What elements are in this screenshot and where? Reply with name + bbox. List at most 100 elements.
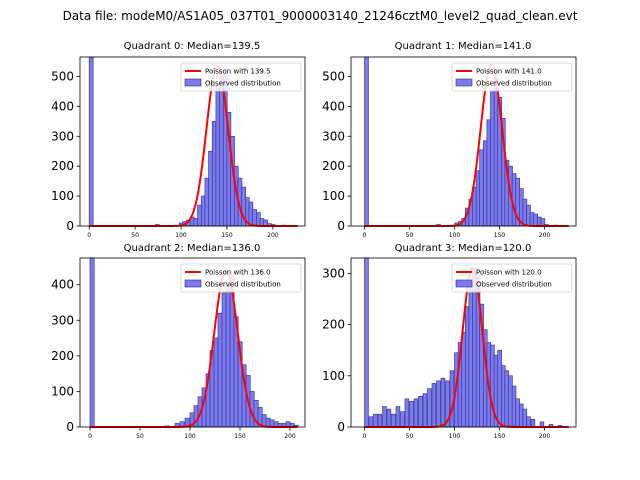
quadrant-2-xtick-label-100: 100 <box>184 433 196 440</box>
quadrant-3-ytick-label-0: 0 <box>337 420 345 434</box>
quadrant-0-bar-6 <box>193 218 199 227</box>
quadrant-0-xtick-label-0: 0 <box>87 232 91 239</box>
quadrant-2-title: Quadrant 2: Median=136.0 <box>124 243 261 254</box>
quadrant-3-axes-frame <box>350 257 577 428</box>
quadrant-0-xtick-label-150: 150 <box>221 232 233 239</box>
quadrant-0-legend-poisson-label: Poisson with 139.5 <box>205 68 271 76</box>
quadrant-3-xtick-label-0: 0 <box>363 433 367 440</box>
quadrant-3-bar-32 <box>497 349 502 428</box>
quadrant-2-legend-poisson-label: Poisson with 136.0 <box>205 269 271 277</box>
quadrant-3-bar-24 <box>468 285 474 428</box>
quadrant-3-title: Quadrant 3: Median=120.0 <box>395 243 532 254</box>
quadrant-3-legend-box <box>451 263 573 293</box>
quadrant-3-bar-16 <box>436 380 441 428</box>
quadrant-0-panel: 0 100 200 300 400 500 0 50 100 150 200 Poisson with… <box>51 41 306 239</box>
quadrant-3-bar-5 <box>386 408 392 428</box>
quadrant-0-axes-frame <box>79 56 306 227</box>
quadrant-0-xtick-label-200: 200 <box>267 232 279 239</box>
quadrant-0-bar-11 <box>211 121 217 227</box>
quadrant-1-legend-box <box>451 62 573 92</box>
quadrant-1-ytick-label-100: 100 <box>322 189 345 203</box>
quadrant-3-bar-34 <box>504 370 510 428</box>
quadrant-3-bar-8 <box>400 411 405 428</box>
quadrant-1-ytick-label-400: 400 <box>322 99 345 113</box>
quadrant-1-legend-observed-label: Observed distribution <box>476 80 552 88</box>
quadrant-3-bar-2 <box>373 413 378 428</box>
quadrant-3-legend-bar-swatch <box>455 279 473 288</box>
quadrant-0-ytick-label-500: 500 <box>51 69 74 83</box>
quadrant-3-ytick-label-200: 200 <box>322 318 345 332</box>
quadrant-2-bar-12 <box>217 312 223 428</box>
quadrant-3-ytick-label-300: 300 <box>322 266 345 280</box>
quadrant-2-bar-0 <box>89 257 95 428</box>
quadrant-2-bar-13 <box>221 291 227 428</box>
quadrant-1-xtick-label-0: 0 <box>363 232 367 239</box>
quadrant-3-bar-10 <box>409 401 414 428</box>
quadrant-2-legend-observed-label: Observed distribution <box>205 281 281 289</box>
quadrant-2-ytick-label-200: 200 <box>51 349 74 363</box>
quadrant-2-poisson-curve <box>90 269 297 428</box>
quadrant-3-bar-3 <box>377 413 383 428</box>
quadrant-3-xtick-label-150: 150 <box>494 433 506 440</box>
quadrant-3-panel: 0 100 200 300 0 50 100 150 200 Poisson with 120.0… <box>322 243 577 440</box>
quadrant-3-bar-37 <box>515 398 520 428</box>
quadrant-2-ytick-label-100: 100 <box>51 384 74 398</box>
quadrant-3-bar-38 <box>518 403 524 428</box>
quadrant-3-bar-15 <box>431 383 437 428</box>
quadrant-3-bar-0 <box>364 257 369 428</box>
quadrant-0-legend-box <box>180 62 302 92</box>
quadrant-2-xtick-label-50: 50 <box>136 433 144 440</box>
quadrant-0-title: Quadrant 0: Median=139.5 <box>124 41 261 52</box>
quadrant-3-bar-12 <box>418 395 423 428</box>
quadrant-0-bar-21 <box>248 201 254 227</box>
quadrant-3-bar-14 <box>427 388 432 428</box>
quadrant-3-bar-1 <box>368 416 374 428</box>
quadrant-0-ytick-label-0: 0 <box>66 219 74 233</box>
quadrant-0-legend-bar-swatch <box>184 78 202 87</box>
quadrant-2-ytick-label-300: 300 <box>51 313 74 327</box>
quadrant-3-bar-7 <box>395 406 401 428</box>
quadrant-2-panel: 0 100 200 300 400 0 50 100 150 200 Poisson with 13… <box>51 243 306 440</box>
quadrant-0-bar-7 <box>197 204 202 227</box>
quadrant-2-xtick-label-150: 150 <box>234 433 246 440</box>
quadrant-3-bar-17 <box>440 378 446 428</box>
quadrant-0-xtick-label-50: 50 <box>131 232 139 239</box>
quadrant-3-xtick-label-100: 100 <box>449 433 461 440</box>
quadrant-1-bar-0 <box>364 56 369 227</box>
quadrant-3-bar-23 <box>464 306 470 428</box>
quadrant-1-xtick-label-150: 150 <box>494 232 506 239</box>
quadrant-0-bar-8 <box>200 195 206 227</box>
quadrant-2-ytick-label-400: 400 <box>51 278 74 292</box>
quadrant-0-legend-observed-label: Observed distribution <box>205 80 281 88</box>
quadrant-0-bar-9 <box>204 177 210 227</box>
quadrant-0-bar-0 <box>88 56 94 227</box>
quadrant-3-ytick-label-100: 100 <box>322 369 345 383</box>
quadrant-2-xtick-label-0: 0 <box>88 433 92 440</box>
quadrant-3-xtick-label-200: 200 <box>539 433 551 440</box>
quadrant-1-ytick-label-500: 500 <box>322 69 345 83</box>
quadrant-0-ytick-label-200: 200 <box>51 159 74 173</box>
quadrant-3-bar-13 <box>422 393 428 428</box>
quadrant-2-bar-11 <box>213 337 219 428</box>
quadrant-3-legend-poisson-label: Poisson with 120.0 <box>476 269 542 277</box>
quadrant-2-xtick-label-200: 200 <box>284 433 296 440</box>
quadrant-3-bar-9 <box>404 398 410 428</box>
quadrant-0-ytick-label-300: 300 <box>51 129 74 143</box>
quadrant-1-title: Quadrant 1: Median=141.0 <box>395 41 532 52</box>
quadrant-2-ytick-label-0: 0 <box>66 420 74 434</box>
quadrant-0-bar-22 <box>252 209 257 227</box>
quadrant-2-legend-box <box>180 263 302 293</box>
quadrant-3-bar-33 <box>500 365 506 428</box>
quadrant-0-bar-13 <box>219 76 224 227</box>
quadrant-3-bar-40 <box>526 416 531 428</box>
quadrant-2-axes-frame <box>79 257 306 428</box>
quadrant-1-legend-poisson-label: Poisson with 141.0 <box>476 68 542 76</box>
quadrant-1-xtick-label-100: 100 <box>449 232 461 239</box>
quadrant-0-bar-12 <box>215 85 221 227</box>
quadrant-3-bar-36 <box>511 385 517 428</box>
figure-suptitle: Data file: modeM0/AS1A05_037T01_90000031… <box>63 9 578 23</box>
quadrant-0-xtick-label-100: 100 <box>175 232 187 239</box>
quadrant-3-legend-observed-label: Observed distribution <box>476 281 552 289</box>
quadrant-2-bar-14 <box>225 284 231 428</box>
